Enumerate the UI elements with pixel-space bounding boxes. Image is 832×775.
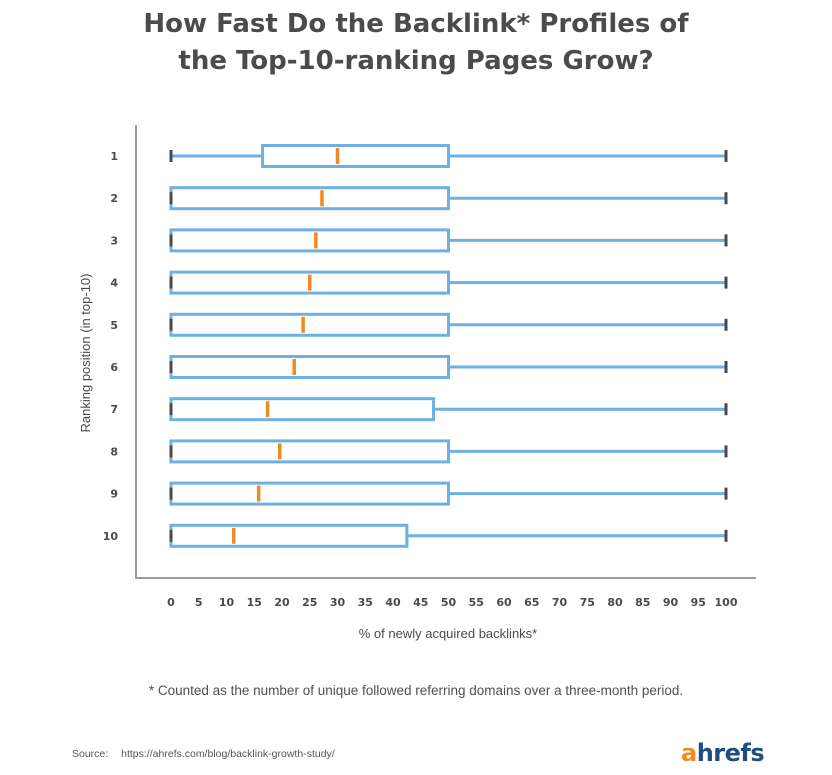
x-tick-label: 0 [167, 596, 175, 609]
chart-title: How Fast Do the Backlink* Profiles of th… [0, 6, 832, 80]
logo-rest: hrefs [696, 739, 765, 767]
iqr-box [169, 312, 450, 337]
source-url[interactable]: https://ahrefs.com/blog/backlink-growth-… [121, 748, 335, 760]
footnote: * Counted as the number of unique follow… [148, 683, 684, 698]
y-tick-label: 6 [110, 361, 118, 374]
box-row [169, 397, 728, 422]
ahrefs-logo: ahrefs [681, 738, 765, 768]
x-tick-label: 10 [219, 596, 235, 609]
x-tick-label: 20 [274, 596, 290, 609]
x-tick-label: 50 [441, 596, 457, 609]
x-tick-label: 40 [385, 596, 401, 609]
iqr-box [169, 228, 450, 253]
iqr-box [169, 523, 409, 548]
box-row [169, 523, 728, 548]
x-tick-label: 100 [715, 596, 738, 609]
x-tick-label: 70 [552, 596, 568, 609]
y-tick-label: 7 [110, 403, 118, 416]
y-tick-label: 8 [110, 445, 118, 458]
source-line: Source: https://ahrefs.com/blog/backlink… [72, 748, 335, 760]
y-tick-label: 1 [110, 150, 118, 163]
x-tick-label: 65 [524, 596, 539, 609]
x-tick-label: 75 [580, 596, 595, 609]
y-tick-label: 4 [110, 277, 118, 290]
y-tick-label: 3 [110, 234, 118, 247]
box-row [169, 439, 728, 464]
x-tick-label: 45 [413, 596, 428, 609]
iqr-box [169, 397, 436, 422]
x-tick-label: 85 [635, 596, 650, 609]
box-row [169, 481, 728, 506]
iqr-box [169, 186, 450, 211]
x-tick-label: 60 [496, 596, 512, 609]
box-row [169, 144, 728, 168]
chart-title-line2: the Top-10-ranking Pages Grow? [178, 46, 654, 76]
x-tick-label: 55 [469, 596, 484, 609]
box-row [169, 270, 728, 295]
iqr-box [169, 355, 450, 379]
source-label: Source: [72, 748, 109, 760]
x-tick-label: 95 [691, 596, 706, 609]
box-series [169, 144, 728, 548]
axis-labels: 0 5 10 15 20 25 30 35 40 45 50 55 60 65 70 75 80 85 90 95 10… [78, 150, 738, 641]
x-axis-title: % of newly acquired backlinks* [359, 626, 537, 641]
x-tick-label: 15 [247, 596, 262, 609]
x-tick-label: 30 [330, 596, 346, 609]
box-row [169, 186, 728, 211]
chart-title-line1: How Fast Do the Backlink* Profiles of [143, 9, 689, 39]
x-tick-label: 5 [195, 596, 203, 609]
logo-first-letter: a [681, 739, 697, 767]
y-tick-label: 5 [110, 319, 118, 332]
iqr-box [261, 144, 451, 168]
x-tick-label: 80 [607, 596, 623, 609]
iqr-box [169, 439, 450, 464]
y-tick-label: 9 [110, 488, 118, 501]
iqr-box [169, 481, 450, 506]
x-tick-label: 25 [302, 596, 317, 609]
box-row [169, 228, 728, 253]
x-tick-label: 35 [358, 596, 373, 609]
axes [135, 125, 756, 579]
y-axis-title: Ranking position (in top-10) [78, 274, 93, 433]
x-tick-label: 90 [663, 596, 679, 609]
y-tick-label: 10 [103, 530, 119, 543]
box-row [169, 355, 728, 379]
y-tick-label: 2 [110, 192, 118, 205]
box-row [169, 312, 728, 337]
